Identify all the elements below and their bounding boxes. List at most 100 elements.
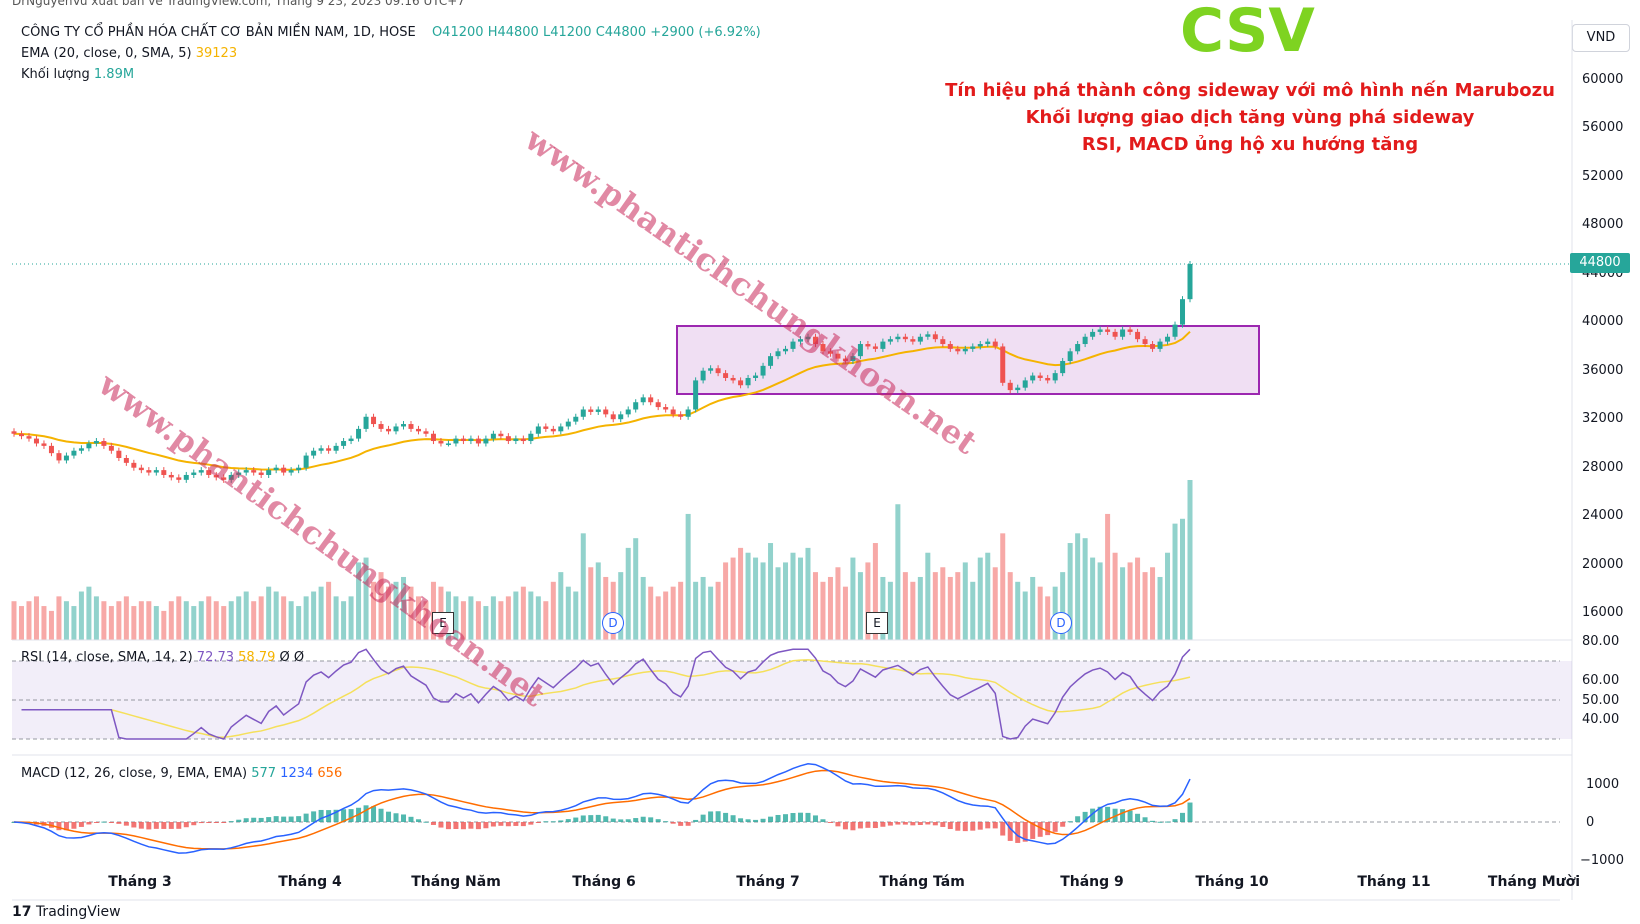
macd-hist-bar [108, 822, 114, 823]
macd-hist-bar [932, 822, 938, 826]
macd-hist-bar [917, 822, 923, 826]
volume-bar [520, 586, 526, 640]
earnings-marker[interactable]: E [432, 612, 454, 634]
macd-hist-bar [797, 812, 803, 822]
month-label: Tháng 6 [572, 874, 636, 890]
volume-bar [1120, 567, 1126, 640]
candle-body [1157, 341, 1163, 349]
macd-hist-bar [610, 818, 616, 822]
macd-hist-bar [423, 821, 429, 823]
month-label: Tháng 10 [1195, 874, 1269, 890]
volume-bar [318, 586, 324, 640]
macd-hist-bar [221, 822, 227, 823]
ema-legend: EMA (20, close, 0, SMA, 5) 39123 [21, 46, 237, 61]
candle-body [655, 402, 661, 408]
macd-hist-bar [1082, 811, 1088, 822]
macd-hist-bar [1067, 821, 1073, 823]
macd-hist-bar [925, 822, 931, 825]
month-label: Tháng 7 [736, 874, 800, 890]
volume-bar [206, 596, 212, 640]
candle-body [648, 397, 654, 403]
macd-hist-bar [857, 822, 863, 829]
earnings-marker[interactable]: E [866, 612, 888, 634]
candle-body [947, 344, 953, 349]
volume-bar [326, 581, 332, 640]
candle-body [86, 443, 92, 449]
candle-body [842, 358, 848, 361]
candle-body [528, 433, 534, 442]
tradingview-logo: 17 TradingView [12, 904, 121, 920]
candle-body [565, 421, 571, 427]
macd-hist-bar [955, 822, 961, 831]
symbol-legend: CÔNG TY CỔ PHẦN HÓA CHẤT CƠ BẢN MIỀN NAM… [21, 25, 761, 40]
macd-hist-bar [700, 814, 706, 822]
macd-hist-bar [258, 817, 264, 822]
volume-bar [633, 538, 639, 640]
ticker-title: CSV [1180, 0, 1315, 66]
dividend-marker[interactable]: D [1050, 612, 1072, 634]
volume-bar [378, 572, 384, 640]
volume-bar [1037, 586, 1043, 640]
candle-body [1060, 361, 1066, 374]
candle-body [827, 351, 833, 354]
macd-hist-bar [910, 822, 916, 826]
macd-hist-bar [693, 819, 699, 822]
dividend-marker[interactable]: D [602, 612, 624, 634]
macd-hist-bar [1007, 822, 1013, 841]
annotation-line-3: RSI, MACD ủng hộ xu hướng tăng [1081, 134, 1419, 155]
macd-hist-bar [161, 822, 167, 829]
macd-hist-bar [745, 819, 751, 822]
macd-hist-bar [311, 811, 317, 822]
volume-bar [1112, 552, 1118, 640]
volume-bar [715, 581, 721, 640]
volume-bar [1157, 576, 1163, 640]
volume-bar [925, 552, 931, 640]
macd-hist-bar [872, 822, 878, 829]
volume-bar [790, 552, 796, 640]
volume-bar [820, 581, 826, 640]
macd-hist-bar [580, 815, 586, 822]
candle-body [962, 348, 968, 352]
volume-bar [423, 601, 429, 640]
macd-hist-bar [1150, 820, 1156, 822]
volume-bar [71, 606, 77, 640]
volume-label: Khối lượng [21, 67, 90, 82]
candle-body [1090, 331, 1096, 337]
candle-body [985, 341, 991, 345]
candle-body [505, 436, 511, 442]
volume-bar [865, 562, 871, 640]
volume-bar [393, 581, 399, 640]
volume-bar [1000, 533, 1006, 640]
macd-line [13, 762, 1191, 854]
volume-bar [760, 562, 766, 640]
rsi-axis-60: 60.00 [1582, 673, 1620, 688]
candle-body [116, 450, 122, 458]
volume-bar [565, 586, 571, 640]
volume-bar [940, 567, 946, 640]
candle-body [213, 474, 219, 478]
published-line: DrNguyenVu xuất bản về TradingView.com, … [12, 0, 465, 8]
macd-hist-bar [131, 822, 137, 828]
volume-bar [730, 557, 736, 640]
volume-bar [655, 596, 661, 640]
macd-hist-bar [1052, 822, 1058, 832]
volume-bar [1022, 591, 1028, 640]
volume-bar [430, 581, 436, 640]
macd-hist-bar [281, 816, 287, 822]
candle-body [108, 445, 114, 451]
macd-hist-bar [1045, 822, 1051, 836]
candle-body [738, 380, 744, 386]
candle-body [610, 414, 616, 420]
macd-hist-bar [1127, 810, 1133, 822]
candle-body [955, 348, 961, 352]
candle-body [1172, 324, 1178, 337]
volume-bar [588, 567, 594, 640]
candle-body [543, 426, 549, 429]
volume-bar [48, 610, 54, 640]
candle-body [1187, 264, 1193, 300]
macd-hist-bar [198, 822, 204, 824]
macd-hist-bar [820, 819, 826, 822]
candle-body [820, 344, 826, 352]
macd-hist-bar [1165, 821, 1171, 823]
